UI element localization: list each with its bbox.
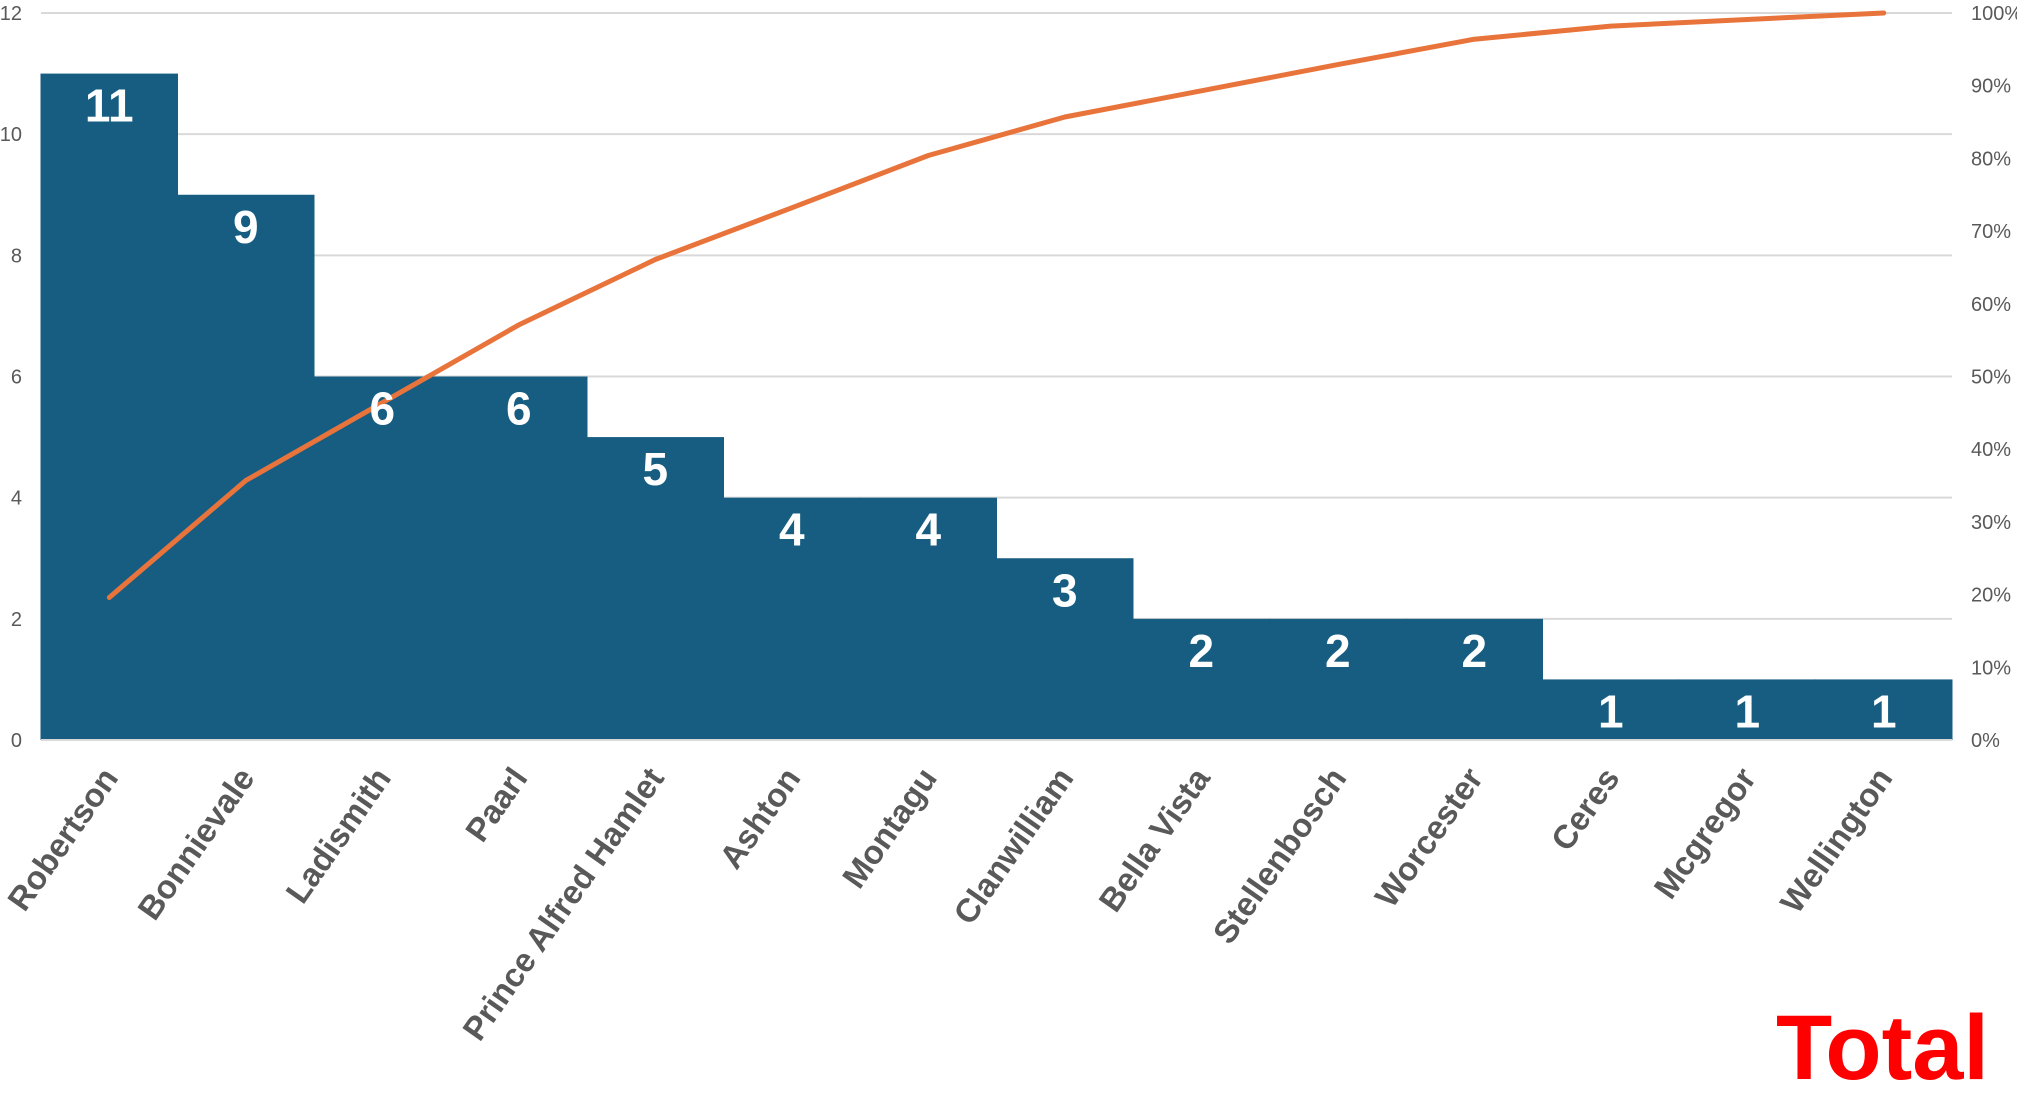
bar: [723, 497, 861, 740]
y2-tick-label: 80%: [1971, 148, 2011, 170]
data-label: 2: [1461, 625, 1487, 677]
y-tick-label: 8: [11, 245, 22, 267]
category-label: Ceres: [1544, 761, 1627, 857]
data-label: 6: [369, 383, 395, 435]
category-label: Paarl: [458, 761, 535, 848]
bar: [859, 497, 997, 740]
bar: [1815, 679, 1953, 740]
category-label: Robertson: [0, 761, 125, 917]
data-label: 9: [233, 201, 259, 253]
bar: [1132, 618, 1270, 740]
data-label: 2: [1188, 625, 1214, 677]
y2-tick-label: 100%: [1971, 3, 2017, 25]
data-label: 1: [1734, 685, 1760, 737]
bar: [1405, 618, 1543, 740]
bar: [313, 376, 451, 740]
bar: [450, 376, 588, 740]
category-label: Ashton: [712, 761, 807, 875]
y2-axis-ticks: 0% 10% 20% 30% 40% 50% 60% 70% 80% 90% 100%: [1971, 3, 2017, 752]
y-tick-label: 4: [11, 488, 22, 510]
category-label: Stellenbosch: [1205, 761, 1353, 950]
y2-tick-label: 90%: [1971, 76, 2011, 98]
bar: [1678, 679, 1816, 740]
total-label: Total: [1776, 997, 1989, 1099]
y2-tick-label: 0%: [1971, 730, 2000, 752]
y2-tick-label: 70%: [1971, 221, 2011, 243]
category-label: Bella Vista: [1091, 760, 1217, 918]
y2-tick-label: 50%: [1971, 367, 2011, 389]
data-label: 2: [1325, 625, 1351, 677]
bars: [40, 73, 1953, 741]
bar: [586, 437, 724, 740]
data-label: 1: [1598, 685, 1624, 737]
bar: [1542, 679, 1680, 740]
data-label: 5: [642, 443, 668, 495]
category-label: Ladismith: [278, 761, 398, 910]
category-label: Worcester: [1367, 761, 1490, 914]
y-tick-label: 6: [11, 367, 22, 389]
bar: [1269, 618, 1407, 740]
bar: [40, 73, 178, 741]
category-label: Wellington: [1773, 761, 1900, 920]
data-label: 6: [506, 383, 532, 435]
category-label: Bonnievale: [130, 761, 261, 926]
category-label: Clanwilliam: [946, 761, 1080, 931]
y2-tick-label: 20%: [1971, 585, 2011, 607]
data-label: 3: [1052, 564, 1078, 616]
data-label: 11: [85, 80, 134, 132]
y-tick-label: 12: [0, 3, 22, 25]
cumulative-line: [106, 10, 1887, 600]
y2-tick-label: 60%: [1971, 294, 2011, 316]
data-label: 4: [779, 504, 805, 556]
cumulative-percent-line: [106, 10, 1887, 600]
category-labels: Robertson Bonnievale Ladismith PaarlPrince …: [0, 760, 1899, 1047]
y2-tick-label: 10%: [1971, 657, 2011, 679]
y-axis-ticks: 0 2 4 6 8 10 12: [0, 3, 22, 752]
data-label: 4: [915, 504, 941, 556]
category-label: Mcgregor: [1646, 761, 1763, 906]
y-tick-label: 10: [0, 124, 22, 146]
category-label: Montagu: [835, 761, 944, 895]
y-tick-label: 0: [11, 730, 22, 752]
y-tick-label: 2: [11, 609, 22, 631]
y2-tick-label: 30%: [1971, 512, 2011, 534]
bar: [996, 558, 1134, 740]
bar: [177, 194, 315, 740]
y2-tick-label: 40%: [1971, 439, 2011, 461]
data-label: 1: [1871, 685, 1897, 737]
